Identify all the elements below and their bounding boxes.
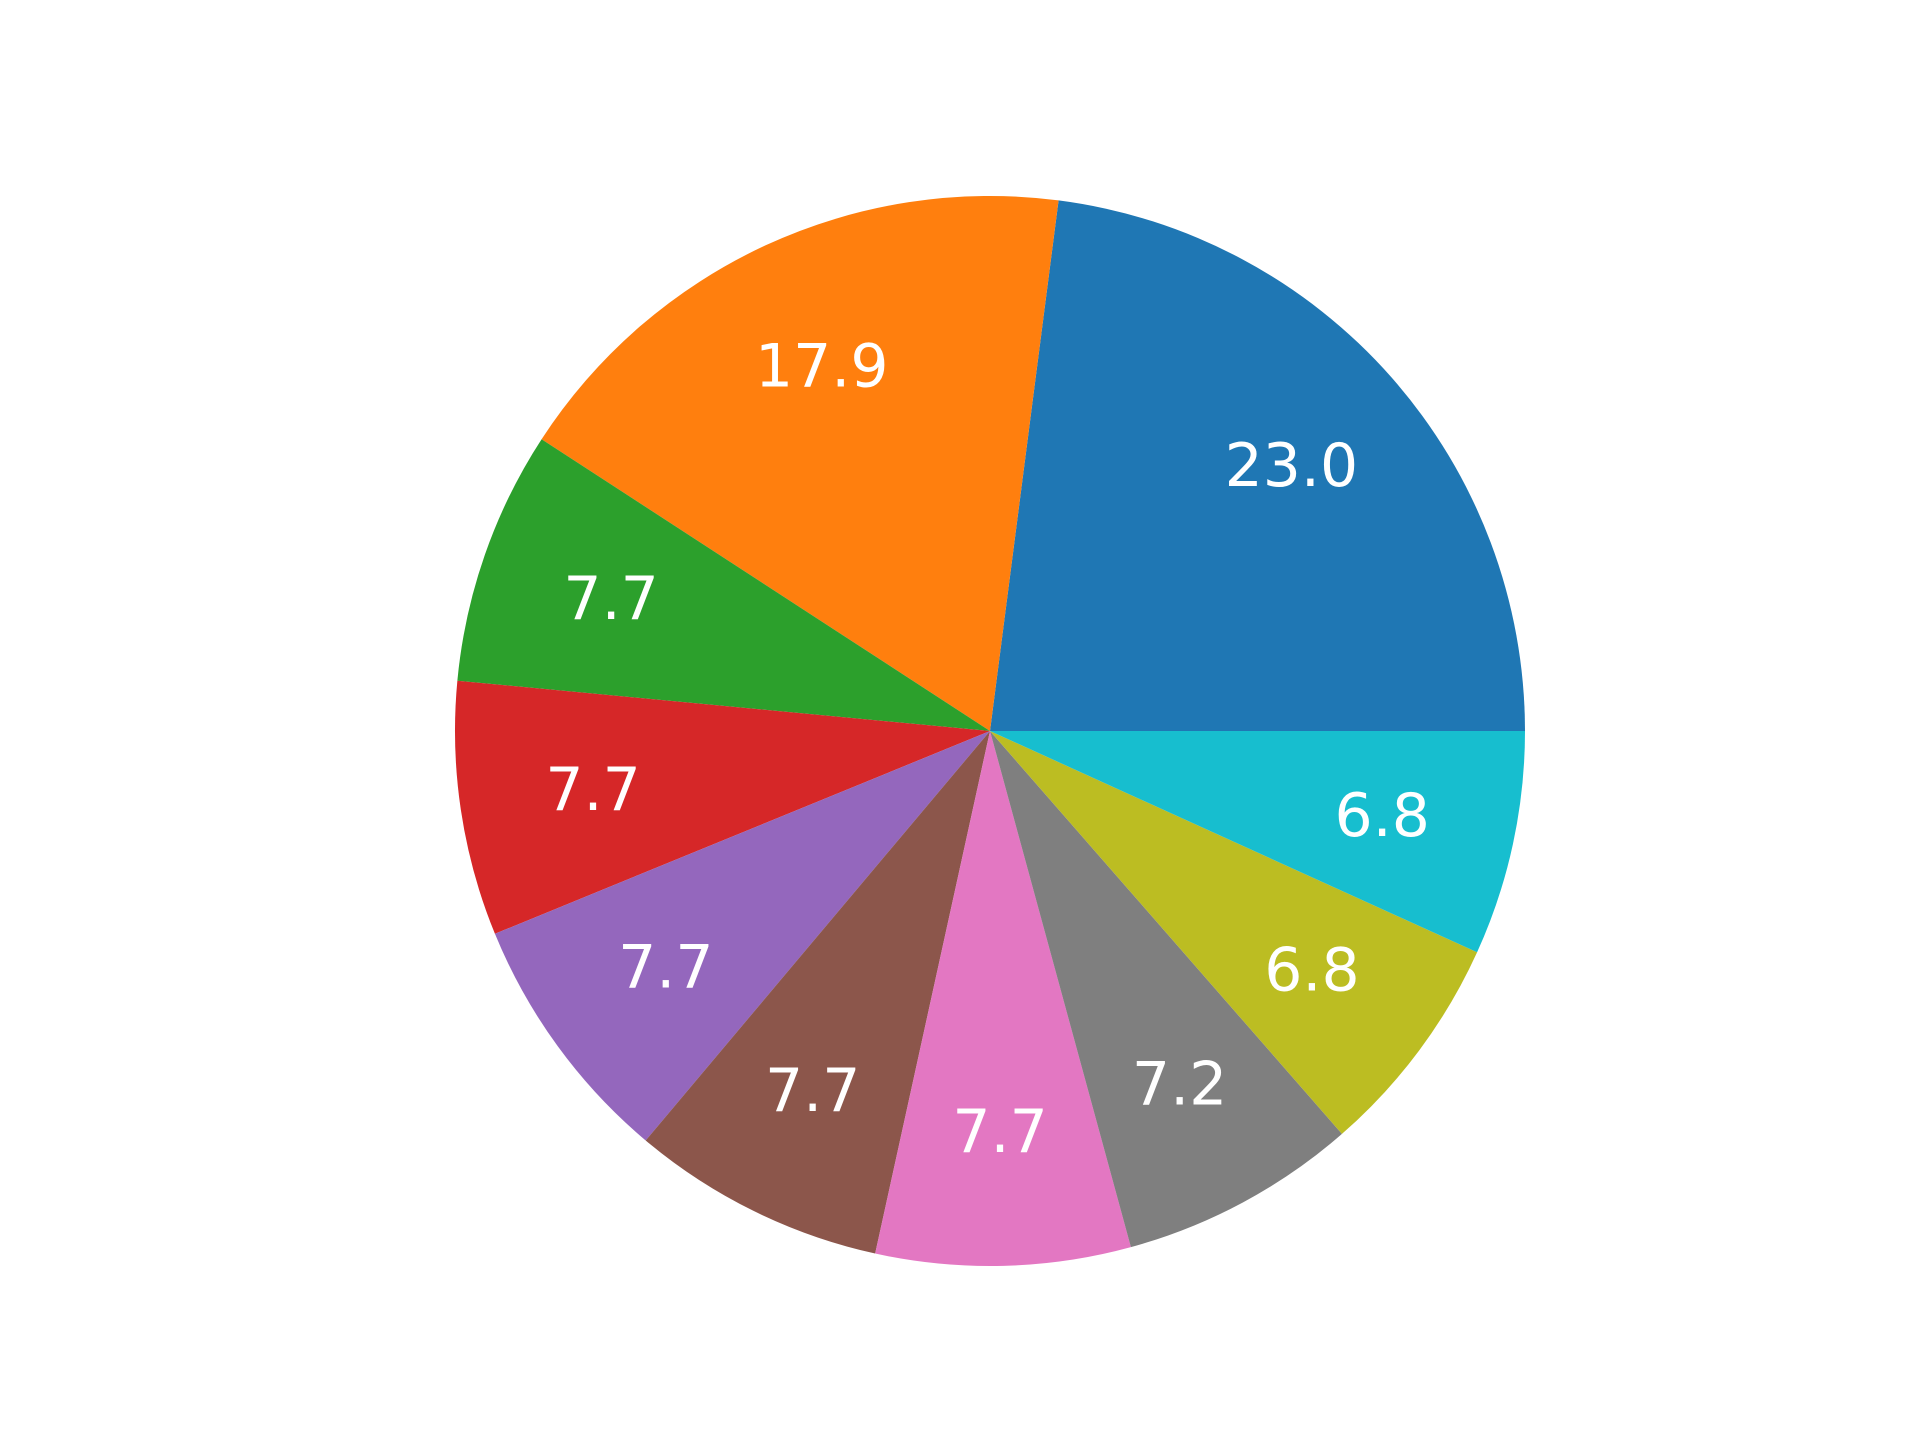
pie-slice-4 [454, 680, 990, 934]
pie-slice-label-2: 17.9 [755, 332, 889, 402]
pie-slice-label-8: 7.2 [1132, 1050, 1227, 1120]
pie-slice-label-10: 6.8 [1334, 781, 1429, 851]
pie-slices [454, 195, 1525, 1266]
pie-slice-10 [990, 731, 1525, 953]
pie-slice-2 [541, 195, 1059, 731]
pie-slice-label-6: 7.7 [765, 1056, 860, 1126]
pie-slice-label-7: 7.7 [952, 1097, 1047, 1167]
pie-slice-6 [645, 731, 990, 1254]
pie-slice-9 [990, 731, 1478, 1134]
pie-slice-8 [990, 731, 1342, 1248]
pie-slice-label-1: 23.0 [1225, 431, 1359, 501]
pie-slice-label-9: 6.8 [1264, 936, 1359, 1006]
pie-slice-1 [990, 200, 1525, 731]
pie-labels: 23.0 17.9 7.7 7.7 7.7 7.7 7.7 7.2 6.8 6.8 [545, 332, 1429, 1167]
pie-slice-label-5: 7.7 [618, 932, 713, 1002]
pie-slice-5 [494, 731, 990, 1141]
pie-slice-label-4: 7.7 [545, 755, 640, 825]
pie-slice-7 [875, 731, 1131, 1266]
pie-slice-label-3: 7.7 [563, 564, 658, 634]
pie-slice-3 [457, 439, 990, 731]
